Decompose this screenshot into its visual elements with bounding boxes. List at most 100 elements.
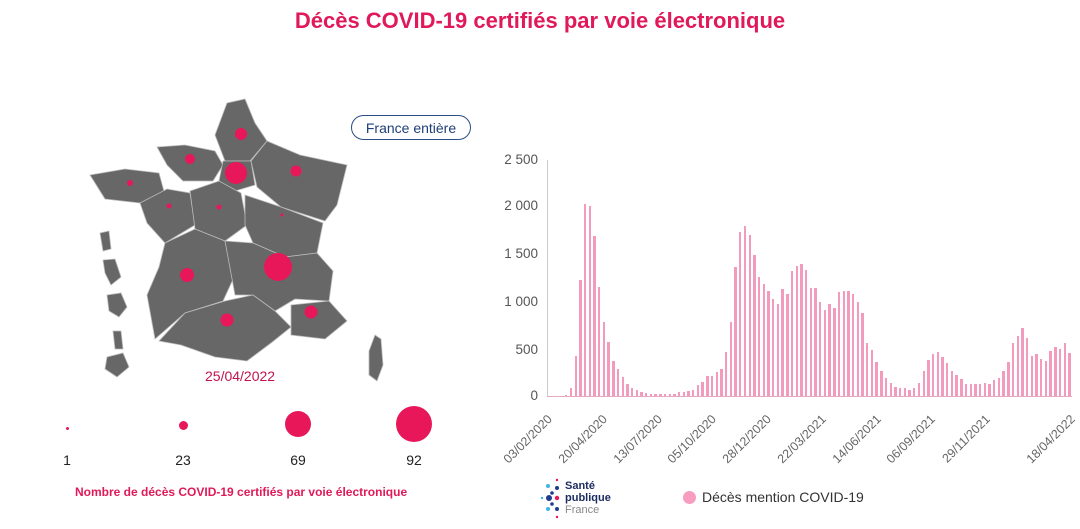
bar[interactable] xyxy=(616,368,620,396)
bar[interactable] xyxy=(729,322,733,396)
map-bubble[interactable] xyxy=(216,204,222,210)
france-entiere-button[interactable]: France entière xyxy=(351,115,471,140)
bar[interactable] xyxy=(654,394,657,396)
bar[interactable] xyxy=(804,270,808,396)
bar[interactable] xyxy=(828,303,831,396)
bar[interactable] xyxy=(946,362,949,396)
bar[interactable] xyxy=(993,379,996,396)
bar[interactable] xyxy=(739,231,742,396)
bar[interactable] xyxy=(842,291,845,396)
bar[interactable] xyxy=(809,288,813,396)
bar[interactable] xyxy=(1044,361,1048,396)
bar[interactable] xyxy=(908,390,911,396)
bar[interactable] xyxy=(1058,348,1062,396)
bar[interactable] xyxy=(734,266,737,396)
map-bubble[interactable] xyxy=(225,162,247,184)
bar[interactable] xyxy=(823,310,827,396)
bar[interactable] xyxy=(776,304,780,396)
map-bubble[interactable] xyxy=(280,213,284,217)
bar[interactable] xyxy=(997,378,1001,396)
bar[interactable] xyxy=(696,384,700,396)
bar[interactable] xyxy=(598,286,601,396)
bar[interactable] xyxy=(889,382,892,396)
bar[interactable] xyxy=(1025,338,1029,396)
map-bubble[interactable] xyxy=(290,165,302,177)
bar[interactable] xyxy=(772,298,775,396)
map-bubble[interactable] xyxy=(180,268,194,282)
bar[interactable] xyxy=(819,301,822,396)
bar[interactable] xyxy=(955,375,958,396)
bar[interactable] xyxy=(851,294,855,396)
bar[interactable] xyxy=(964,383,968,396)
bar[interactable] xyxy=(720,368,723,396)
bar[interactable] xyxy=(1040,359,1043,396)
bar[interactable] xyxy=(565,395,568,396)
bar[interactable] xyxy=(1002,371,1005,396)
bar[interactable] xyxy=(800,263,803,396)
bar[interactable] xyxy=(753,255,756,396)
bar[interactable] xyxy=(894,386,897,396)
bar[interactable] xyxy=(1049,350,1052,396)
bar[interactable] xyxy=(1011,343,1015,396)
bar[interactable] xyxy=(875,362,878,396)
bar[interactable] xyxy=(884,378,888,396)
bar[interactable] xyxy=(701,381,704,396)
bar[interactable] xyxy=(870,349,874,396)
bar[interactable] xyxy=(974,383,977,396)
bar[interactable] xyxy=(635,390,639,396)
bar[interactable] xyxy=(786,294,789,396)
bar[interactable] xyxy=(725,351,728,396)
map-bubble[interactable] xyxy=(220,313,234,327)
bar[interactable] xyxy=(687,390,690,396)
bar[interactable] xyxy=(969,383,972,396)
bar[interactable] xyxy=(649,393,653,396)
bar[interactable] xyxy=(762,283,765,396)
bar[interactable] xyxy=(593,235,596,396)
bar[interactable] xyxy=(1016,335,1019,396)
bar[interactable] xyxy=(579,279,582,396)
bar[interactable] xyxy=(569,388,573,396)
bar[interactable] xyxy=(706,376,709,396)
bar[interactable] xyxy=(659,393,662,396)
bar[interactable] xyxy=(630,387,634,396)
bar[interactable] xyxy=(710,376,714,396)
bar[interactable] xyxy=(612,361,615,396)
bar[interactable] xyxy=(936,351,939,396)
france-map[interactable] xyxy=(85,95,405,385)
bar[interactable] xyxy=(927,360,930,396)
map-bubble[interactable] xyxy=(127,180,133,186)
bar[interactable] xyxy=(626,383,629,396)
bar[interactable] xyxy=(692,390,695,396)
bar[interactable] xyxy=(795,265,798,396)
bar[interactable] xyxy=(837,292,841,396)
bar[interactable] xyxy=(1068,352,1071,396)
bar[interactable] xyxy=(663,393,667,396)
bar[interactable] xyxy=(1063,343,1066,396)
bar[interactable] xyxy=(880,371,883,396)
bar[interactable] xyxy=(673,393,676,396)
bar[interactable] xyxy=(668,393,671,396)
bar[interactable] xyxy=(621,377,624,396)
bar[interactable] xyxy=(1021,328,1024,396)
bar[interactable] xyxy=(574,356,577,396)
bar[interactable] xyxy=(866,343,869,396)
bar[interactable] xyxy=(767,291,770,396)
france-regions-map[interactable] xyxy=(85,95,405,385)
bar[interactable] xyxy=(743,226,747,396)
bar[interactable] xyxy=(931,353,935,396)
bar[interactable] xyxy=(922,371,925,396)
bar[interactable] xyxy=(677,392,681,396)
map-bubble[interactable] xyxy=(304,305,318,319)
map-bubble[interactable] xyxy=(235,128,247,140)
chart-legend[interactable]: Décès mention COVID-19 xyxy=(683,489,864,505)
bar[interactable] xyxy=(1030,356,1034,396)
bar[interactable] xyxy=(861,312,864,396)
bar[interactable] xyxy=(588,206,591,396)
map-bubble[interactable] xyxy=(264,253,292,281)
bar[interactable] xyxy=(607,342,610,396)
bar[interactable] xyxy=(941,357,944,396)
bar[interactable] xyxy=(903,388,907,396)
bar[interactable] xyxy=(583,204,587,396)
bar[interactable] xyxy=(983,382,987,396)
bar[interactable] xyxy=(1035,353,1038,396)
